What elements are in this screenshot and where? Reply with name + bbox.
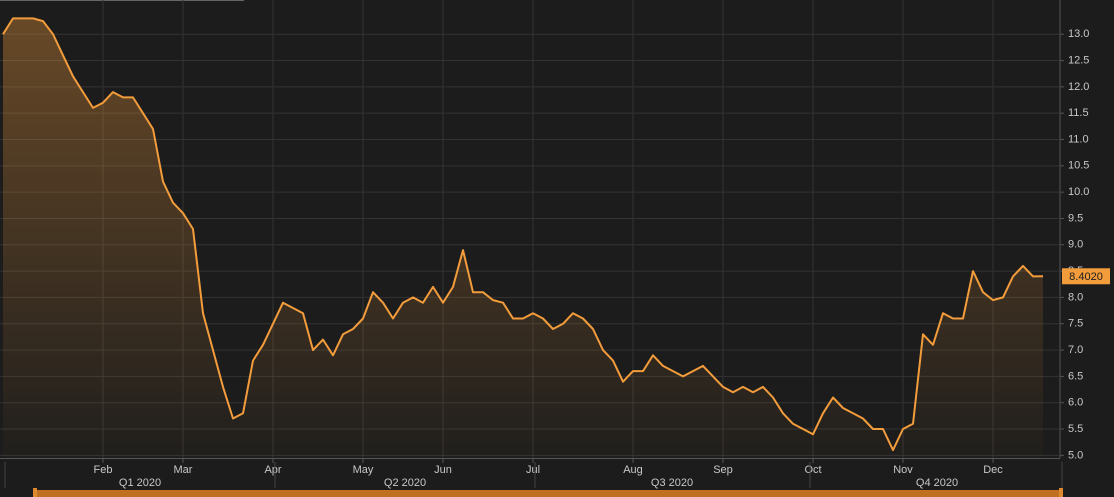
quarter-label: Q2 2020 bbox=[384, 477, 426, 489]
y-tick-label: 7.5 bbox=[1068, 318, 1083, 330]
y-tick-label: 9.0 bbox=[1068, 239, 1083, 251]
area bbox=[3, 18, 1043, 459]
quarter-label: Q1 2020 bbox=[119, 477, 161, 489]
quarter-label: Q3 2020 bbox=[651, 477, 693, 489]
x-tick-label: Nov bbox=[893, 464, 913, 476]
y-tick-label: 12.5 bbox=[1068, 54, 1089, 66]
y-tick-label: 7.0 bbox=[1068, 344, 1083, 356]
scroll-handle[interactable] bbox=[1059, 488, 1063, 497]
x-tick-label: Aug bbox=[623, 464, 643, 476]
x-tick-label: Oct bbox=[804, 464, 821, 476]
y-tick-label: 10.5 bbox=[1068, 160, 1089, 172]
y-tick-label: 9.5 bbox=[1068, 212, 1083, 224]
scroll-handle[interactable] bbox=[33, 488, 37, 497]
scrollbar[interactable] bbox=[35, 490, 1062, 497]
y-tick-label: 10.0 bbox=[1068, 186, 1089, 198]
x-tick-label: Jun bbox=[434, 464, 452, 476]
current-value-tag bbox=[1062, 268, 1110, 285]
y-tick-label: 13.0 bbox=[1068, 28, 1089, 40]
x-tick-label: May bbox=[353, 464, 374, 476]
x-tick-label: Apr bbox=[264, 464, 281, 476]
x-tick-label: Jul bbox=[526, 464, 540, 476]
y-tick-label: 6.0 bbox=[1068, 397, 1083, 409]
y-tick-label: 11.0 bbox=[1068, 133, 1089, 145]
x-tick-label: Sep bbox=[713, 464, 733, 476]
x-tick-label: Dec bbox=[983, 464, 1003, 476]
current-value-label: 8.4020 bbox=[1069, 271, 1103, 283]
y-tick-label: 6.5 bbox=[1068, 370, 1083, 382]
quarter-label: Q4 2020 bbox=[916, 477, 958, 489]
x-tick-label: Mar bbox=[174, 464, 193, 476]
y-tick-label: 12.0 bbox=[1068, 81, 1089, 93]
y-tick-label: 11.5 bbox=[1068, 107, 1089, 119]
x-tick-label: Feb bbox=[94, 464, 113, 476]
y-tick-label: 5.5 bbox=[1068, 423, 1083, 435]
line bbox=[2, 17, 1044, 452]
y-tick-label: 5.0 bbox=[1068, 449, 1083, 461]
y-tick-label: 8.0 bbox=[1068, 291, 1083, 303]
